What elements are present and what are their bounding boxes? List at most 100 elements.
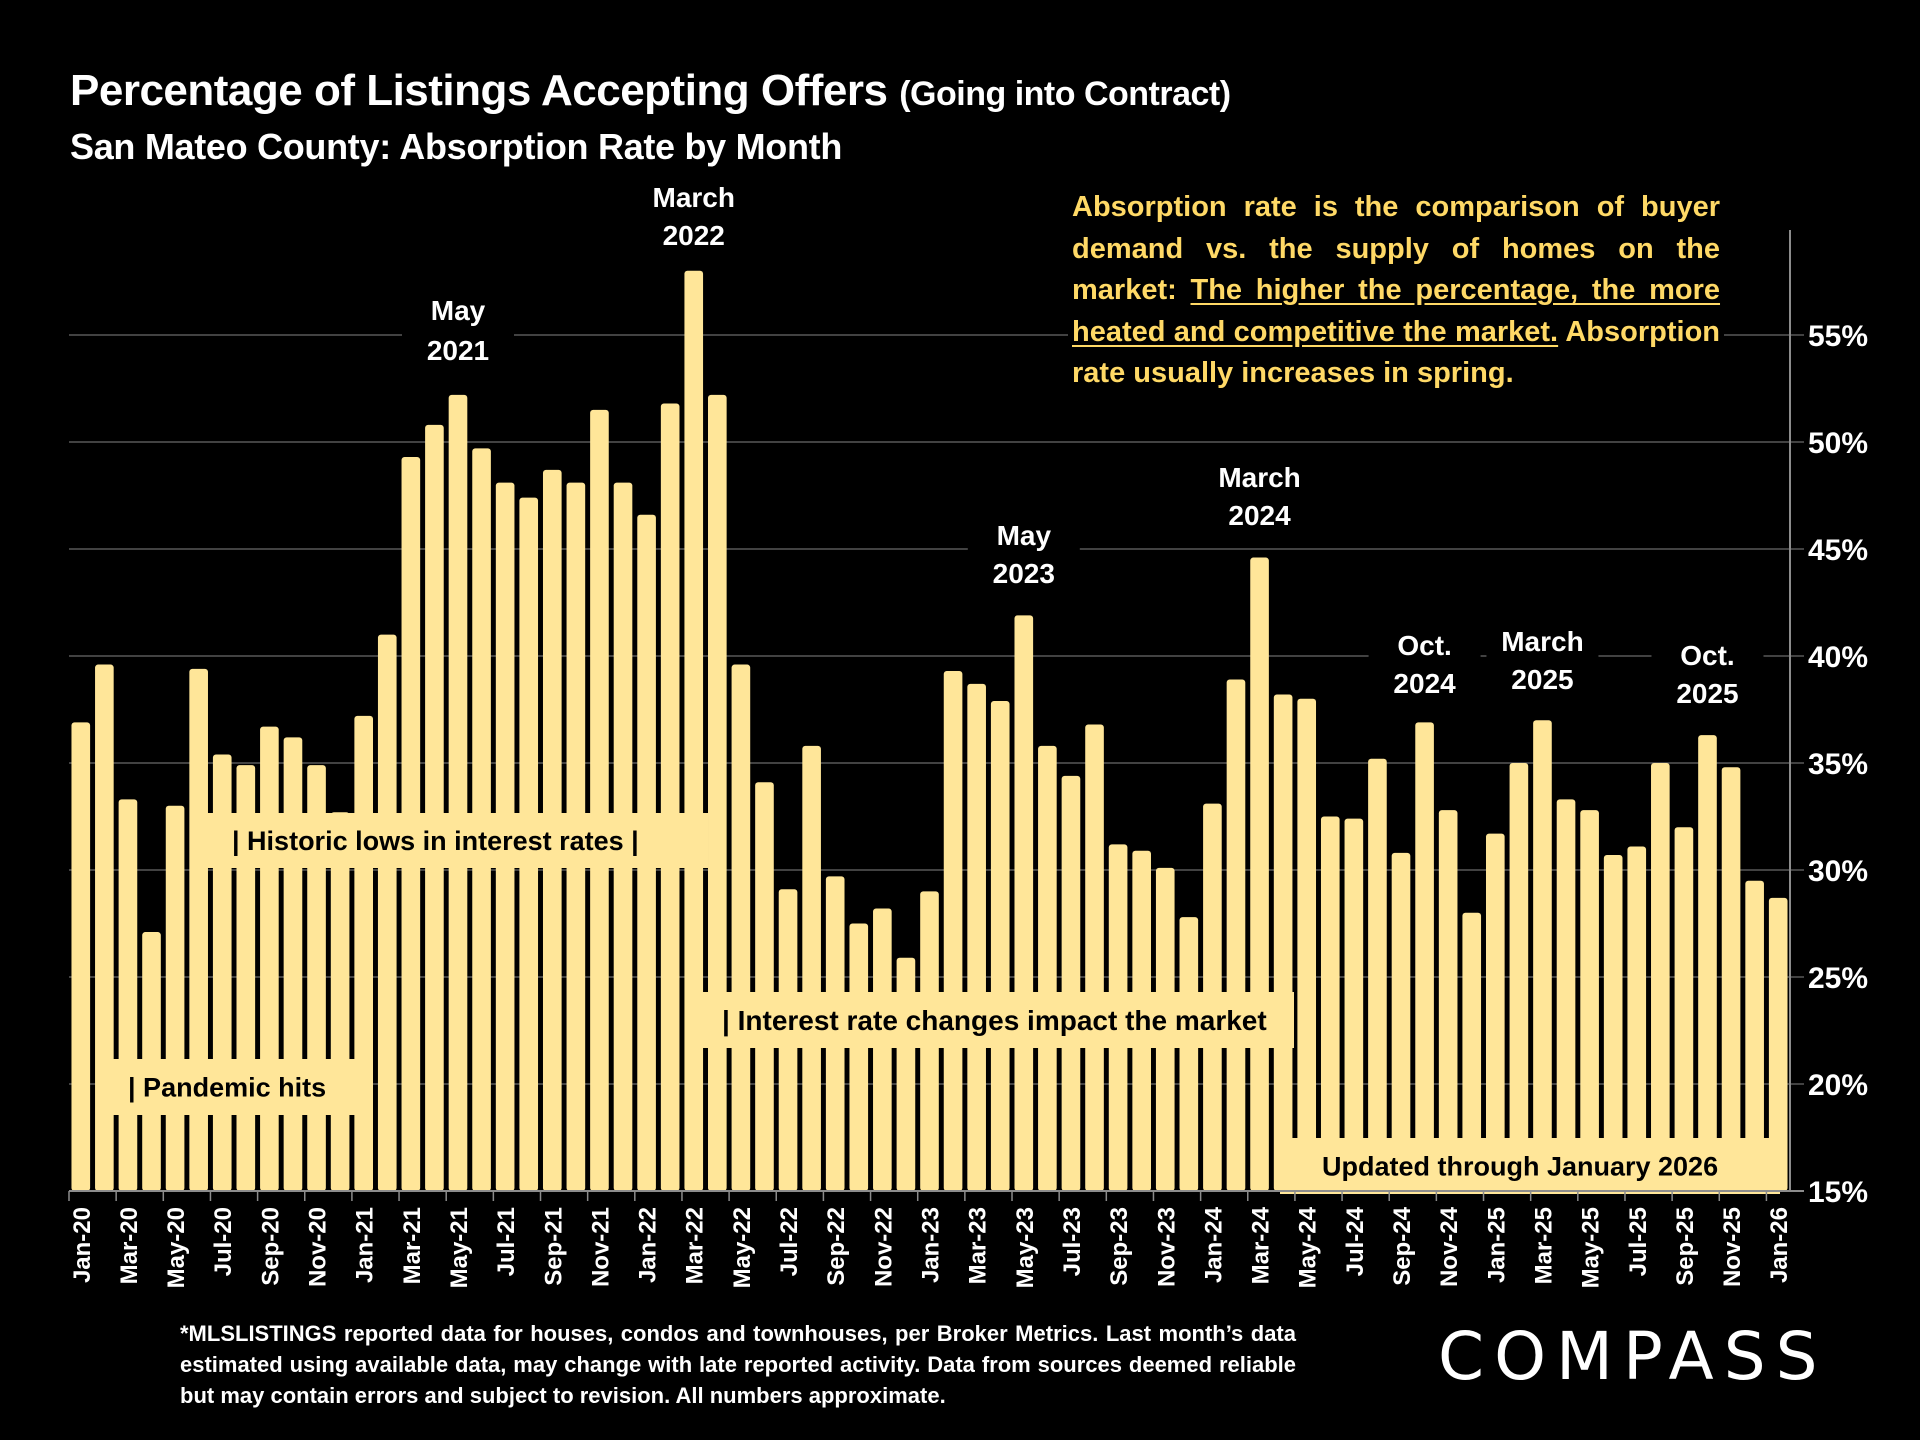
period-annotation-box (198, 813, 708, 868)
x-tick-label: Mar-20 (116, 1207, 143, 1284)
period-annotation-box (688, 992, 1294, 1048)
bars (71, 270, 1788, 1192)
peak-annotation-line2: 2021 (427, 335, 489, 366)
x-tick-label: Jul-21 (493, 1207, 520, 1276)
bar-Oct-25 (1698, 735, 1717, 1191)
x-tick-label: Jan-24 (1200, 1206, 1227, 1283)
x-tick-label: Nov-20 (305, 1207, 332, 1287)
x-tick-label: May-21 (446, 1207, 473, 1288)
period-annotation-box (1280, 1138, 1780, 1194)
x-tick-label: Sep-22 (823, 1207, 850, 1286)
x-tick-label: Jul-25 (1625, 1207, 1652, 1276)
bar-Aug-23 (1085, 724, 1104, 1191)
y-axis-labels: 15% 20% 25% 30% 35% 40% 45% 50% 55% (1808, 320, 1868, 1209)
x-tick-label: Mar-22 (682, 1207, 709, 1284)
bar-Nov-22 (873, 908, 892, 1191)
bar-Nov-24 (1438, 810, 1458, 1191)
peak-annotation-bg (1368, 625, 1481, 705)
x-tick-label: Mar-23 (965, 1207, 992, 1284)
bar-Apr-24 (1273, 694, 1293, 1191)
bar-Oct-20 (283, 737, 303, 1191)
bar-Feb-22 (660, 403, 680, 1192)
peak-annotation-line1: Oct. (1680, 640, 1734, 671)
peak-annotation: Oct. 2024 (1368, 625, 1481, 705)
bar-Oct-24 (1415, 722, 1434, 1191)
bar-Apr-25 (1556, 799, 1576, 1191)
peak-annotation-line1: May (997, 520, 1052, 551)
x-tick-label: Nov-25 (1719, 1207, 1746, 1287)
bar-Dec-23 (1179, 917, 1199, 1191)
chart-title: Percentage of Listings Accepting Offers … (70, 66, 1231, 116)
chart-subtitle: San Mateo County: Absorption Rate by Mon… (70, 126, 843, 167)
bar-Jan-20 (71, 722, 91, 1191)
period-annotation-box (98, 1059, 368, 1115)
peak-annotation-bg (967, 515, 1080, 595)
x-tick-label: Sep-20 (257, 1207, 284, 1286)
y-tick-label: 55% (1808, 320, 1868, 353)
bar-Aug-25 (1651, 763, 1670, 1191)
y-tick-label: 40% (1808, 641, 1868, 674)
peak-annotation: March 2022 (637, 177, 750, 257)
x-axis-labels: Jan-20 Mar-20 May-20 Jul-20 Sep-20 Nov-20 Jan-… (69, 1206, 1793, 1288)
footnote: *MLSLISTINGS reported data for houses, c… (180, 1321, 1296, 1408)
chart-title-main: Percentage of Listings Accepting Offers (70, 66, 888, 115)
bar-Mar-22 (684, 270, 704, 1191)
compass-logo: COMPASS (1438, 1318, 1828, 1395)
x-tick-label: May-23 (1012, 1207, 1039, 1288)
period-annotation-label: | Pandemic hits (128, 1073, 326, 1103)
bar-May-25 (1580, 810, 1599, 1191)
bar-Mar-24 (1250, 557, 1269, 1191)
peak-annotation: May 2021 (401, 290, 514, 372)
x-tick-label: Jan-21 (352, 1207, 379, 1283)
x-tick-label: Mar-24 (1248, 1206, 1275, 1284)
y-tick-label: 20% (1808, 1069, 1868, 1102)
x-tick-label: May-24 (1295, 1206, 1322, 1288)
x-tick-label: May-20 (163, 1207, 190, 1288)
bar-Jun-25 (1603, 855, 1623, 1191)
bar-Oct-22 (849, 923, 869, 1191)
bar-Jun-23 (1038, 745, 1057, 1191)
absorption-rate-note: Absorption rate is the comparison of buy… (1068, 187, 1724, 395)
x-tick-label: Jan-26 (1766, 1207, 1793, 1283)
period-annotation: | Historic lows in interest rates | (198, 813, 708, 868)
peak-annotation-line1: Oct. (1397, 630, 1451, 661)
peak-annotation-line2: 2025 (1676, 678, 1738, 709)
peak-annotation-bg (1486, 621, 1599, 701)
bar-Aug-24 (1368, 758, 1387, 1191)
bar-Feb-24 (1226, 679, 1246, 1191)
bar-May-23 (1014, 615, 1034, 1191)
bar-Jan-25 (1485, 833, 1505, 1191)
bar-Sep-20 (260, 726, 279, 1191)
bar-Nov-25 (1721, 767, 1741, 1191)
peak-annotation: March 2024 (1203, 457, 1316, 537)
peak-annotation-line1: March (1501, 626, 1583, 657)
x-tick-label: Sep-23 (1106, 1207, 1133, 1286)
bar-Sep-25 (1674, 827, 1694, 1191)
bar-Mar-23 (967, 683, 986, 1191)
peak-annotation-line2: 2022 (663, 220, 725, 251)
x-tick-label: Sep-24 (1389, 1206, 1416, 1285)
x-tick-label: Jul-20 (210, 1207, 237, 1276)
peak-annotation-line1: March (1218, 462, 1300, 493)
y-tick-label: 35% (1808, 748, 1868, 781)
peak-annotation-bg (1651, 635, 1764, 715)
x-tick-label: Nov-22 (870, 1207, 897, 1287)
axes (68, 230, 1804, 1201)
bar-Jan-26 (1768, 897, 1788, 1191)
bar-Sep-24 (1391, 852, 1411, 1191)
bar-Mar-20 (118, 799, 138, 1191)
bar-Dec-24 (1462, 912, 1482, 1191)
peak-annotation-line2: 2024 (1393, 668, 1456, 699)
bar-May-24 (1297, 698, 1317, 1191)
y-tick-label: 45% (1808, 534, 1868, 567)
peak-annotation-bg (637, 177, 750, 257)
bar-Jul-24 (1344, 818, 1364, 1191)
note-spring: Absorption rate usually increases in spr… (1072, 315, 1721, 390)
bar-Feb-21 (377, 634, 397, 1191)
x-tick-label: Jan-20 (69, 1207, 96, 1283)
bar-Aug-22 (802, 745, 821, 1191)
peak-annotation-line2: 2024 (1228, 500, 1291, 531)
bar-Dec-20 (330, 812, 350, 1191)
x-tick-label: Nov-23 (1153, 1207, 1180, 1287)
